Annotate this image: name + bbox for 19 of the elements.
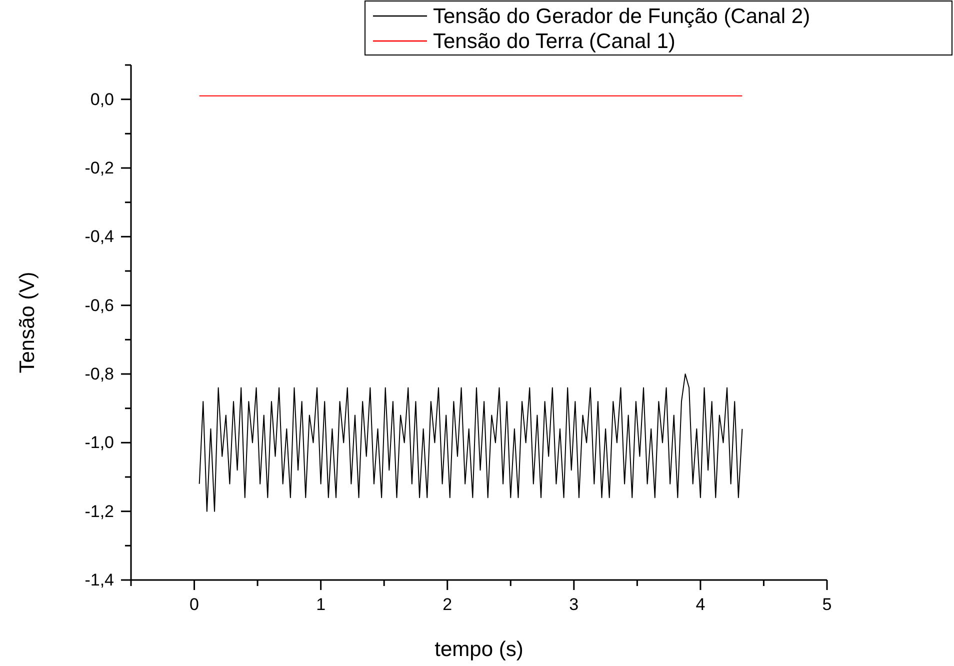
legend-label: Tensão do Terra (Canal 1) xyxy=(433,30,676,53)
y-tick-label: -1,0 xyxy=(84,433,114,452)
x-axis-title: tempo (s) xyxy=(434,638,524,661)
x-tick-label: 1 xyxy=(316,595,326,614)
y-tick-label: 0,0 xyxy=(90,90,114,109)
line-series xyxy=(198,374,743,512)
y-tick-label: -0,4 xyxy=(84,227,114,246)
x-tick-label: 4 xyxy=(696,595,706,614)
x-tick-label: 3 xyxy=(569,595,579,614)
y-tick-label: -0,2 xyxy=(84,158,114,178)
y-tick-label: -1,2 xyxy=(84,502,114,521)
y-tick-label: -0,8 xyxy=(84,364,114,384)
x-tick-label: 5 xyxy=(822,595,832,614)
y-tick-label: -0,6 xyxy=(84,296,114,315)
legend-label: Tensão do Gerador de Função (Canal 2) xyxy=(433,5,810,28)
x-tick-label: 2 xyxy=(442,595,452,614)
y-axis-title: Tensão (V) xyxy=(16,272,39,374)
y-tick-label: -1,4 xyxy=(84,570,114,590)
x-tick-label: 0 xyxy=(190,595,200,614)
